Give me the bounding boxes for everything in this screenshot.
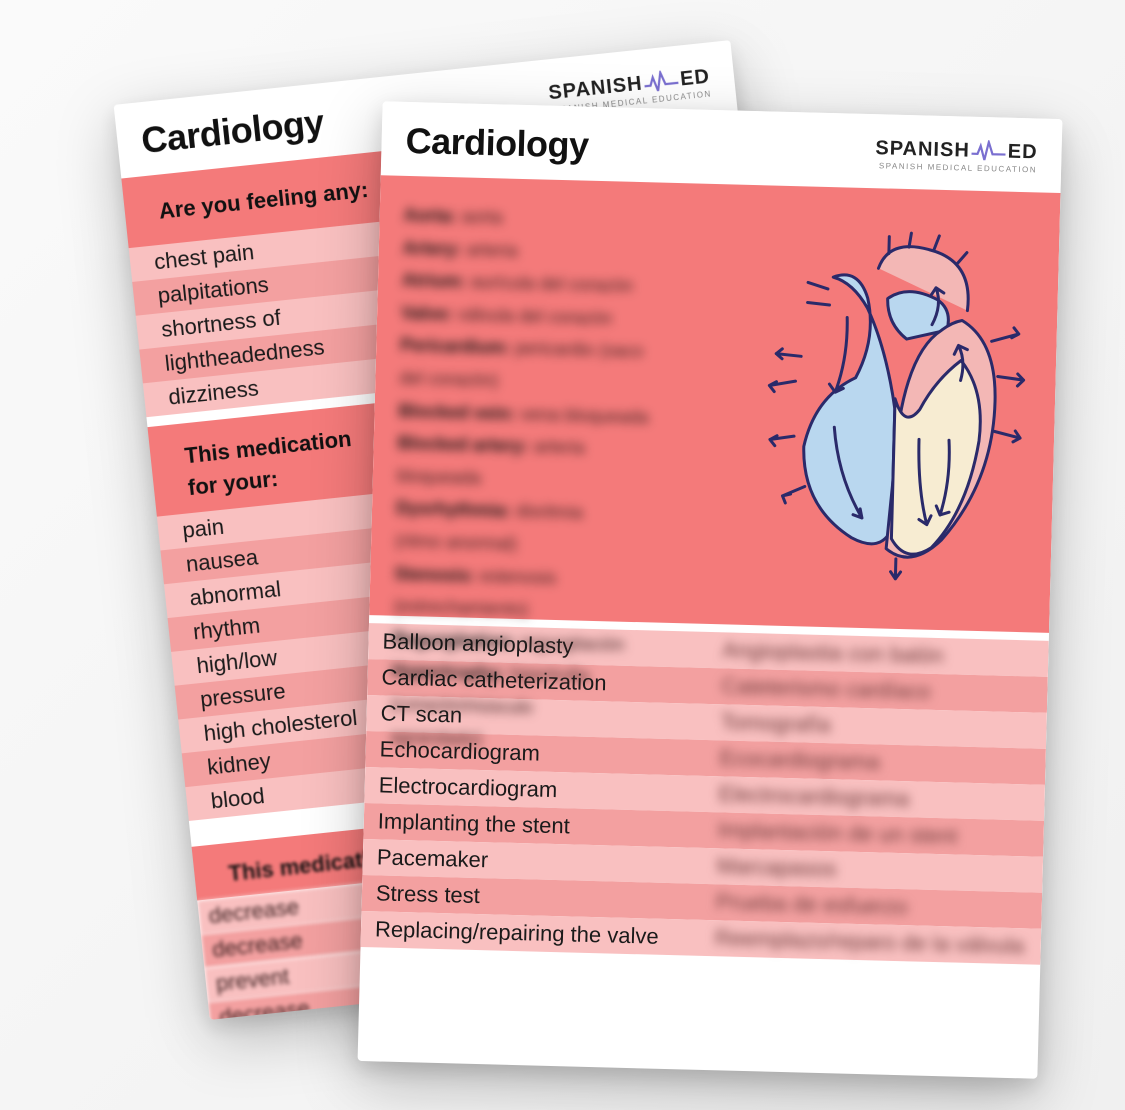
brand-main: SPANISH ED <box>875 137 1038 163</box>
ekg-icon <box>643 68 679 93</box>
brand-sub: SPANISH MEDICAL EDUCATION <box>875 162 1037 174</box>
ekg-icon <box>972 139 1007 162</box>
card-front-title: Cardiology <box>405 120 589 167</box>
procedure-en: Replacing/repairing the valve <box>361 911 702 956</box>
heart-diagram <box>730 203 1040 615</box>
heart-icon <box>730 225 1039 593</box>
anatomy-text: Aorta: aortaArtery: arteriaAtrium: auríc… <box>394 194 722 606</box>
procedure-es: Reemplazo/reparo de la válvula <box>700 920 1041 965</box>
brand-left: SPANISH <box>875 138 970 160</box>
card-front: Cardiology SPANISH ED SPANISH MEDICAL ED… <box>358 101 1063 1078</box>
brand-right: ED <box>679 66 711 89</box>
stage: Cardiology SPANISH ED SPANISH MEDICAL ED… <box>0 0 1125 1110</box>
front-anatomy-block: Aorta: aortaArtery: arteriaAtrium: auríc… <box>369 175 1060 633</box>
brand-front: SPANISH ED SPANISH MEDICAL EDUCATION <box>875 137 1038 174</box>
card-back-title: Cardiology <box>139 101 325 162</box>
brand-right: ED <box>1008 141 1038 162</box>
